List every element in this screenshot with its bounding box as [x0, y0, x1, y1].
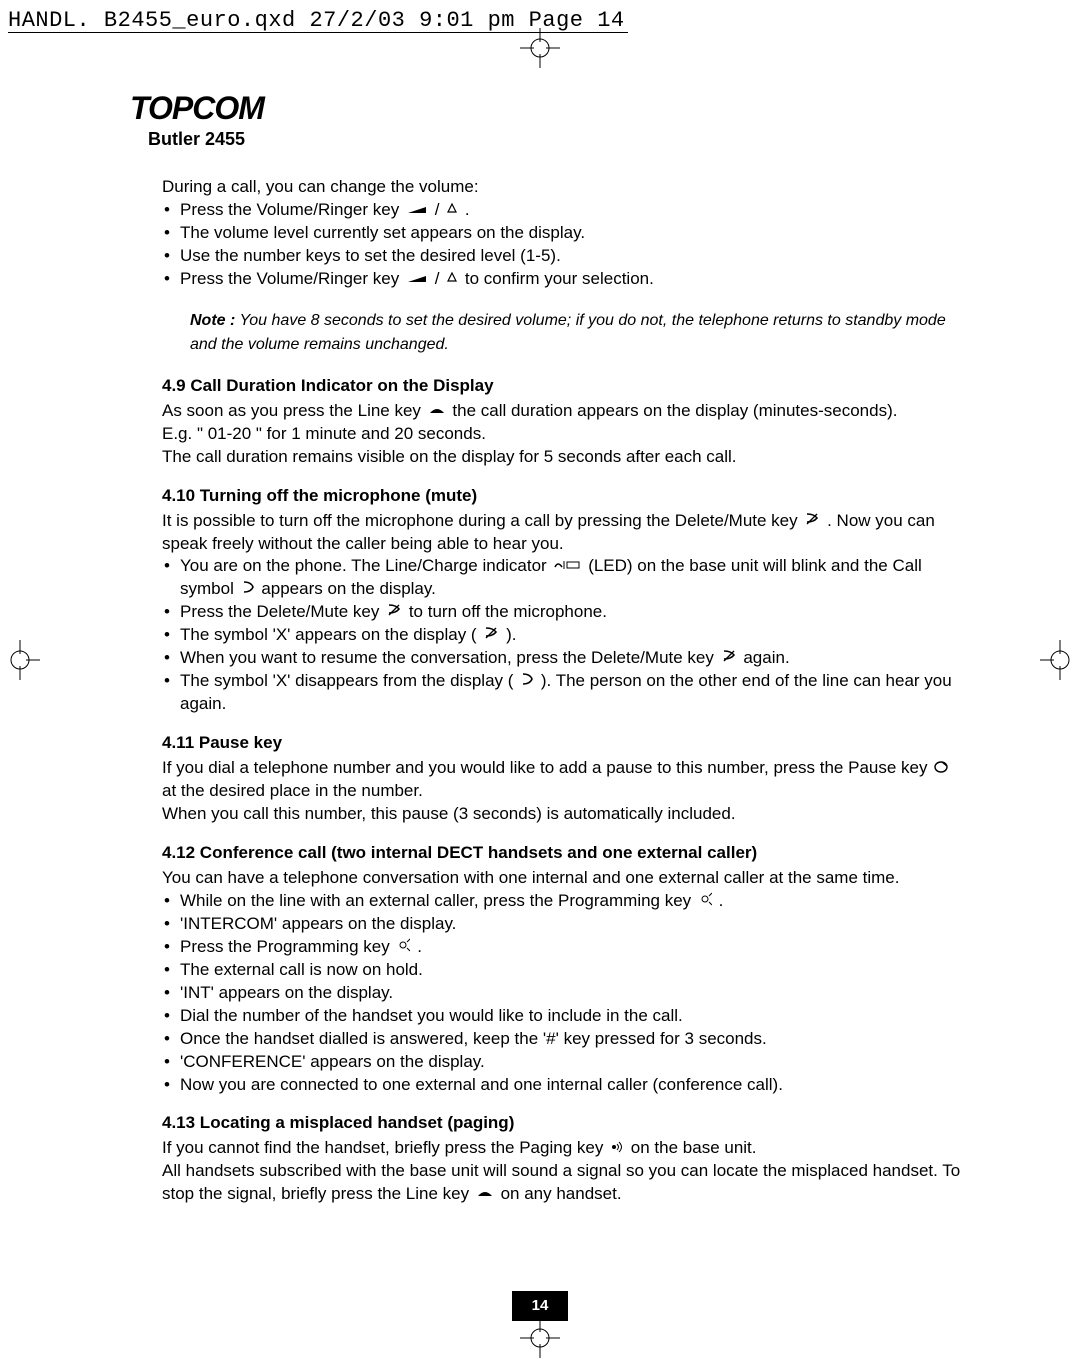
paragraph: The call duration remains visible on the…: [162, 446, 962, 469]
programming-key-icon: [698, 890, 712, 913]
text: While on the line with an external calle…: [180, 891, 696, 910]
list-item: The symbol 'X' appears on the display ( …: [162, 624, 962, 647]
paragraph: If you dial a telephone number and you w…: [162, 757, 962, 803]
note-text: You have 8 seconds to set the desired vo…: [190, 312, 946, 353]
list-item: When you want to resume the conversation…: [162, 647, 962, 670]
text: /: [435, 200, 444, 219]
paragraph: When you call this number, this pause (3…: [162, 803, 962, 826]
text: The symbol 'X' disappears from the displ…: [180, 671, 513, 690]
call-icon: [520, 670, 534, 693]
line-charge-icon: [553, 555, 581, 578]
mute-icon: [386, 601, 402, 624]
mute-icon: [483, 624, 499, 647]
list-item: Now you are connected to one external an…: [162, 1074, 962, 1097]
list-item: You are on the phone. The Line/Charge in…: [162, 555, 962, 601]
list-item: While on the line with an external calle…: [162, 890, 962, 913]
text: at the desired place in the number.: [162, 781, 423, 800]
crop-mark-right-icon: [1040, 640, 1080, 685]
list-item: Once the handset dialled is answered, ke…: [162, 1028, 962, 1051]
list-item: 'INTERCOM' appears on the display.: [162, 913, 962, 936]
text: You are on the phone. The Line/Charge in…: [180, 556, 551, 575]
text: .: [417, 937, 422, 956]
text: Press the Programming key: [180, 937, 394, 956]
line-key-icon: [428, 400, 446, 423]
product-name: Butler 2455: [148, 129, 264, 150]
text: on the base unit.: [631, 1138, 757, 1157]
text: on any handset.: [501, 1184, 622, 1203]
volume-icon: [406, 268, 428, 291]
text: .: [465, 200, 470, 219]
text: Press the Delete/Mute key: [180, 602, 384, 621]
crop-mark-bottom-icon: [520, 1318, 560, 1363]
text: As soon as you press the Line key: [162, 401, 426, 420]
mute-bullet-list: You are on the phone. The Line/Charge in…: [162, 555, 962, 716]
bell-icon: [446, 199, 458, 222]
call-icon: [241, 578, 255, 601]
text: If you cannot find the handset, briefly …: [162, 1138, 608, 1157]
text: ).: [506, 625, 516, 644]
list-item: Dial the number of the handset you would…: [162, 1005, 962, 1028]
volume-bullet-list: Press the Volume/Ringer key / . The volu…: [162, 199, 962, 291]
volume-icon: [406, 199, 428, 222]
list-item: The symbol 'X' disappears from the displ…: [162, 670, 962, 716]
list-item: Use the number keys to set the desired l…: [162, 245, 962, 268]
brand-logo: TOPCOM Butler 2455: [130, 90, 264, 150]
section-title-4-13: 4.13 Locating a misplaced handset (pagin…: [162, 1112, 962, 1135]
paragraph: It is possible to turn off the microphon…: [162, 510, 962, 556]
section-title-4-10: 4.10 Turning off the microphone (mute): [162, 485, 962, 508]
crop-mark-left-icon: [0, 640, 40, 685]
text: If you dial a telephone number and you w…: [162, 758, 932, 777]
text: It is possible to turn off the microphon…: [162, 511, 802, 530]
paragraph: You can have a telephone conversation wi…: [162, 867, 962, 890]
list-item: Press the Volume/Ringer key / to confirm…: [162, 268, 962, 291]
text: When you want to resume the conversation…: [180, 648, 719, 667]
list-item: Press the Volume/Ringer key / .: [162, 199, 962, 222]
text: again.: [743, 648, 789, 667]
text: the call duration appears on the display…: [452, 401, 897, 420]
note-label: Note :: [190, 312, 235, 329]
paging-key-icon: [610, 1137, 624, 1160]
text: to confirm your selection.: [465, 269, 654, 288]
list-item: The external call is now on hold.: [162, 959, 962, 982]
page-number: 14: [512, 1291, 568, 1321]
paragraph: All handsets subscribed with the base un…: [162, 1160, 962, 1206]
section-title-4-12: 4.12 Conference call (two internal DECT …: [162, 842, 962, 865]
brand-name: TOPCOM: [130, 90, 264, 127]
text: Press the Volume/Ringer key: [180, 200, 404, 219]
list-item: 'INT' appears on the display.: [162, 982, 962, 1005]
mute-icon: [721, 647, 737, 670]
volume-intro: During a call, you can change the volume…: [162, 176, 962, 199]
list-item: 'CONFERENCE' appears on the display.: [162, 1051, 962, 1074]
text: to turn off the microphone.: [409, 602, 607, 621]
text: /: [435, 269, 444, 288]
page-body: During a call, you can change the volume…: [162, 176, 962, 1206]
line-key-icon: [476, 1183, 494, 1206]
bell-icon: [446, 268, 458, 291]
text: .: [719, 891, 724, 910]
programming-key-icon: [396, 936, 410, 959]
paragraph: If you cannot find the handset, briefly …: [162, 1137, 962, 1160]
list-item: Press the Delete/Mute key to turn off th…: [162, 601, 962, 624]
text: The symbol 'X' appears on the display (: [180, 625, 477, 644]
crop-mark-top-icon: [520, 28, 560, 73]
section-title-4-11: 4.11 Pause key: [162, 732, 962, 755]
list-item: The volume level currently set appears o…: [162, 222, 962, 245]
note-block: Note : You have 8 seconds to set the des…: [190, 309, 962, 357]
paragraph: E.g. " 01-20 " for 1 minute and 20 secon…: [162, 423, 962, 446]
text: appears on the display.: [261, 579, 436, 598]
conference-bullet-list: While on the line with an external calle…: [162, 890, 962, 1097]
mute-icon: [804, 510, 820, 533]
text: Press the Volume/Ringer key: [180, 269, 404, 288]
pause-icon: [934, 757, 948, 780]
section-title-4-9: 4.9 Call Duration Indicator on the Displ…: [162, 375, 962, 398]
list-item: Press the Programming key .: [162, 936, 962, 959]
paragraph: As soon as you press the Line key the ca…: [162, 400, 962, 423]
